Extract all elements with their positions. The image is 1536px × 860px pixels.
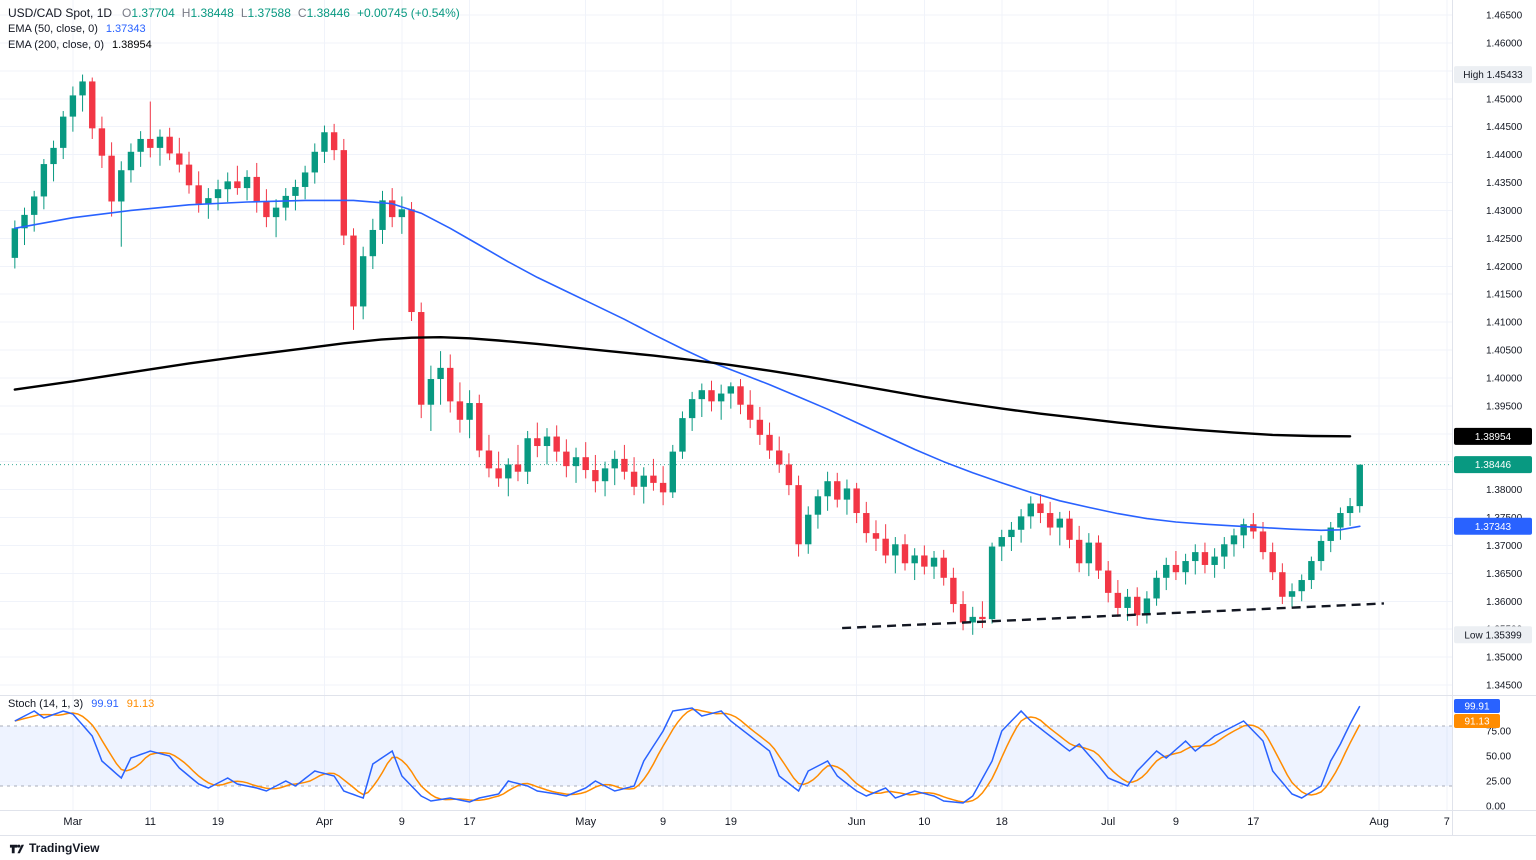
chart-plot-area[interactable] <box>0 0 1452 695</box>
symbol-title[interactable]: USD/CAD Spot, 1D <box>8 6 113 20</box>
svg-text:1.42000: 1.42000 <box>1486 262 1523 273</box>
ohlc-low: L1.37588 <box>240 6 291 20</box>
svg-text:99.91: 99.91 <box>1464 702 1489 713</box>
change-value: +0.00745 (+0.54%) <box>356 6 460 20</box>
tradingview-watermark[interactable]: TradingView <box>29 841 100 855</box>
time-axis[interactable]: Mar 11 19 Apr 9 17 May 9 19 Jun 10 18 Jul 9 17 Aug 7 <box>63 816 1449 828</box>
ema200-value: 1.38954 <box>112 39 152 52</box>
svg-text:High 1.45433: High 1.45433 <box>1463 70 1523 81</box>
svg-text:50.00: 50.00 <box>1486 752 1511 763</box>
ema200-legend-row[interactable]: EMA (200, close, 0) 1.38954 <box>8 38 460 54</box>
stoch-axis-badge: 91.13 <box>1454 714 1500 728</box>
svg-text:1.37343: 1.37343 <box>1475 522 1512 533</box>
ohlc-high: H1.38448 <box>181 6 234 20</box>
svg-text:1.43500: 1.43500 <box>1486 178 1523 189</box>
svg-text:Jun: Jun <box>848 816 866 828</box>
price-axis[interactable]: 1.345001.350001.355001.360001.365001.370… <box>1454 11 1532 813</box>
svg-text:1.46000: 1.46000 <box>1486 38 1523 49</box>
price-axis-drag-area[interactable] <box>1452 0 1536 836</box>
watermark-bar: TradingView <box>0 836 1536 860</box>
svg-text:1.40500: 1.40500 <box>1486 346 1523 357</box>
svg-text:1.42500: 1.42500 <box>1486 234 1523 245</box>
svg-text:7: 7 <box>1444 816 1450 828</box>
ema50-value: 1.37343 <box>105 23 146 36</box>
svg-text:10: 10 <box>918 816 930 828</box>
svg-text:1.44000: 1.44000 <box>1486 150 1523 161</box>
svg-text:Mar: Mar <box>63 816 82 828</box>
svg-text:1.38000: 1.38000 <box>1486 485 1523 496</box>
ema50-legend-row[interactable]: EMA (50, close, 0) 1.37343 <box>8 22 460 38</box>
ohlc-open: O1.37704 <box>122 6 175 20</box>
svg-text:18: 18 <box>996 816 1008 828</box>
svg-text:1.40000: 1.40000 <box>1486 373 1523 384</box>
svg-text:Low 1.35399: Low 1.35399 <box>1464 630 1522 641</box>
stoch-plot-area[interactable] <box>0 696 1452 810</box>
svg-text:Apr: Apr <box>316 816 333 828</box>
svg-text:1.37000: 1.37000 <box>1486 541 1523 552</box>
ohlc-close: C1.38446 <box>297 6 350 20</box>
price-axis-badge: 1.38954 <box>1454 427 1532 445</box>
svg-text:9: 9 <box>1173 816 1179 828</box>
price-axis-badge: 1.37343 <box>1454 517 1532 535</box>
ema200-line <box>13 336 1352 438</box>
svg-text:1.45000: 1.45000 <box>1486 94 1523 105</box>
stoch-legend-row[interactable]: Stoch (14, 1, 3) 99.91 91.13 <box>8 698 154 710</box>
svg-text:Jul: Jul <box>1101 816 1115 828</box>
svg-text:19: 19 <box>725 816 737 828</box>
svg-text:1.36500: 1.36500 <box>1486 569 1523 580</box>
tradingview-logo-icon[interactable] <box>9 841 24 856</box>
price-axis-badge: Low 1.35399 <box>1454 626 1532 644</box>
svg-text:11: 11 <box>145 816 156 828</box>
svg-text:1.44500: 1.44500 <box>1486 122 1523 133</box>
grid <box>0 0 1452 810</box>
ema200-label: EMA (200, close, 0) <box>8 39 104 52</box>
svg-text:Aug: Aug <box>1369 816 1389 828</box>
stoch-d-value: 91.13 <box>126 698 155 710</box>
support-trendline[interactable] <box>842 602 1385 630</box>
stoch-axis-badge: 99.91 <box>1454 699 1500 713</box>
svg-text:17: 17 <box>1247 816 1259 828</box>
panel-separators <box>0 0 1536 836</box>
stoch-band <box>0 726 1452 786</box>
svg-text:17: 17 <box>463 816 475 828</box>
candlestick-series <box>11 74 1363 635</box>
svg-text:1.43000: 1.43000 <box>1486 206 1523 217</box>
price-axis-badge: 1.38446 <box>1454 456 1532 474</box>
svg-text:1.38446: 1.38446 <box>1475 460 1512 471</box>
stoch-k-value: 99.91 <box>91 698 119 710</box>
main-legend: USD/CAD Spot, 1D O1.37704 H1.38448 L1.37… <box>8 5 460 54</box>
svg-text:1.34500: 1.34500 <box>1486 681 1523 692</box>
ema50-label: EMA (50, close, 0) <box>8 23 98 36</box>
svg-text:1.41000: 1.41000 <box>1486 318 1523 329</box>
svg-text:May: May <box>575 816 596 828</box>
stoch-d-line <box>14 708 1361 803</box>
svg-text:1.35000: 1.35000 <box>1486 653 1523 664</box>
symbol-legend-row[interactable]: USD/CAD Spot, 1D O1.37704 H1.38448 L1.37… <box>8 5 460 22</box>
chart-canvas[interactable]: 1.345001.350001.355001.360001.365001.370… <box>0 0 1536 836</box>
svg-text:1.46500: 1.46500 <box>1486 11 1523 22</box>
stoch-label: Stoch (14, 1, 3) <box>8 698 84 710</box>
time-axis-drag-area[interactable] <box>0 811 1452 835</box>
ema50-line <box>14 199 1361 532</box>
stoch-k-line <box>14 705 1361 804</box>
svg-text:1.39500: 1.39500 <box>1486 401 1523 412</box>
svg-text:1.36000: 1.36000 <box>1486 597 1523 608</box>
svg-text:91.13: 91.13 <box>1464 717 1489 728</box>
svg-text:25.00: 25.00 <box>1486 777 1511 788</box>
svg-text:19: 19 <box>212 816 224 828</box>
svg-text:9: 9 <box>660 816 666 828</box>
svg-text:1.38954: 1.38954 <box>1475 432 1512 443</box>
svg-text:0.00: 0.00 <box>1486 802 1506 813</box>
svg-text:75.00: 75.00 <box>1486 727 1511 738</box>
svg-text:1.41500: 1.41500 <box>1486 290 1523 301</box>
svg-text:9: 9 <box>399 816 405 828</box>
price-axis-badge: High 1.45433 <box>1454 66 1532 84</box>
